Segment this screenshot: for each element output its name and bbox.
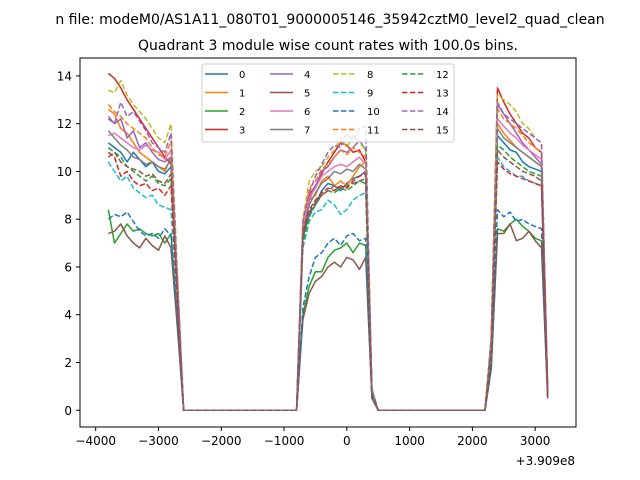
legend-label-13: 13 [436,89,449,100]
x-offset-label: +3.909e8 [516,454,575,468]
legend-frame [201,63,455,143]
legend-label-3: 3 [239,126,245,137]
y-tick-label: 14 [57,69,72,83]
chart-suptitle: n file: modeM0/AS1A11_080T01_9000005146_… [55,12,604,28]
x-tick-label: −2000 [201,434,242,448]
legend-label-7: 7 [304,126,310,137]
y-tick-label: 4 [64,308,72,322]
axes-frame [79,57,577,428]
legend-label-10: 10 [367,107,380,118]
y-tick-label: 2 [64,356,72,370]
legend-label-11: 11 [367,126,380,137]
y-tick-label: 8 [64,213,72,227]
legend-label-12: 12 [436,70,449,81]
y-tick-label: 0 [64,404,72,418]
series-line-1 [107,108,549,412]
legend-label-2: 2 [239,107,245,118]
x-tick-label: 1000 [394,434,425,448]
x-tick-label: −4000 [75,434,116,448]
series-line-15 [107,149,549,412]
series-line-14 [107,101,549,412]
legend-label-4: 4 [304,70,310,81]
legend-label-8: 8 [367,70,373,81]
series-line-5 [108,223,549,412]
legend-label-5: 5 [304,89,310,100]
series-line-9 [107,156,549,412]
x-tick-label: −3000 [138,434,179,448]
legend-label-0: 0 [239,70,245,81]
x-axis-ticks: −4000 −3000 −2000 −1000 0 1000 2000 3000 [75,427,550,448]
x-tick-label: −1000 [264,434,305,448]
x-tick-label: 3000 [520,434,551,448]
plot-series-group [107,72,549,412]
legend-label-14: 14 [436,107,449,118]
y-axis-ticks: 0 2 4 6 8 10 12 14 [57,69,80,418]
legend-label-15: 15 [436,126,449,137]
legend-label-1: 1 [239,89,245,100]
y-tick-label: 10 [57,165,72,179]
legend-label-9: 9 [367,89,373,100]
x-tick-label: 0 [343,434,351,448]
y-tick-label: 6 [64,260,72,274]
chart-title: Quadrant 3 module wise count rates with … [138,38,518,54]
y-tick-label: 12 [57,117,72,131]
x-tick-label: 2000 [457,434,488,448]
legend-label-6: 6 [304,107,310,118]
